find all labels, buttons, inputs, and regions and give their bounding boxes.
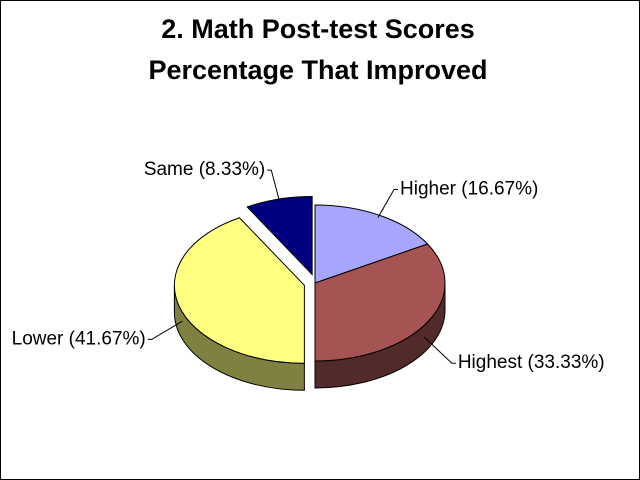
leader-line: [423, 336, 456, 364]
data-label: Same (8.33%): [144, 159, 265, 180]
leader-line: [267, 169, 281, 202]
slice: [314, 243, 446, 362]
slice: [314, 204, 429, 284]
chart-subtitle: Percentage That Improved: [148, 55, 487, 85]
data-label: Highest (33.33%): [458, 352, 605, 373]
data-label: Lower (41.67%): [12, 328, 146, 349]
data-label: Higher (16.67%): [400, 178, 538, 199]
chart-title: 2. Math Post-test Scores: [161, 14, 475, 44]
leader-line: [147, 320, 183, 340]
slice: [173, 217, 305, 364]
leader-line: [377, 188, 399, 218]
